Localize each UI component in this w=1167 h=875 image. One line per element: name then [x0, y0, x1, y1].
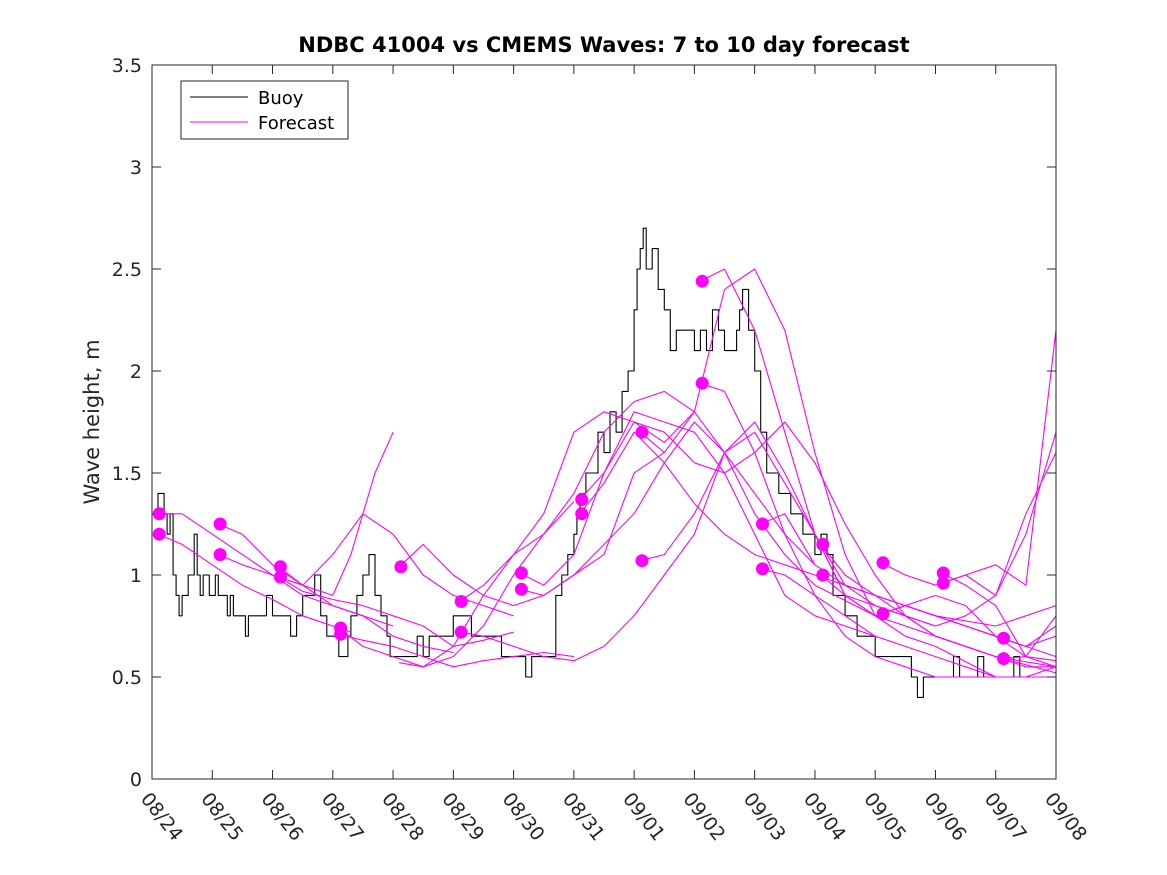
- forecast-marker-19: [756, 517, 769, 531]
- forecast-marker-18: [695, 376, 709, 390]
- series-line-forecast-12: [459, 421, 876, 662]
- series-line-forecast-3: [218, 523, 454, 654]
- forecast-marker-16: [635, 425, 649, 439]
- y-axis-label: Wave height, m: [80, 339, 104, 504]
- forecast-marker-14: [575, 507, 589, 521]
- series-line-forecast-18: [639, 268, 1056, 678]
- series-line-forecast-9: [398, 452, 665, 607]
- forecast-marker-5: [273, 570, 287, 584]
- forecast-marker-22: [816, 568, 830, 582]
- chart-title: NDBC 41004 vs CMEMS Waves: 7 to 10 day f…: [298, 33, 909, 57]
- series-line-forecast-11: [459, 390, 816, 602]
- forecast-marker-13: [575, 493, 589, 506]
- series-line-forecast-24: [820, 574, 1056, 668]
- y-tick-label: 0.5: [112, 667, 142, 689]
- series-line-forecast-28: [941, 452, 1057, 596]
- series-layer: [152, 227, 1057, 698]
- forecast-marker-2: [213, 517, 227, 531]
- series-line-forecast-7: [338, 501, 575, 668]
- y-tick-label: 2: [130, 361, 142, 383]
- series-line-forecast-20: [700, 382, 1056, 678]
- forecast-marker-23: [876, 556, 890, 570]
- plot-frame: [151, 64, 1057, 780]
- legend-buoy-label: Buoy: [258, 88, 304, 109]
- forecast-marker-26: [936, 576, 950, 590]
- series-line-forecast-4: [218, 431, 394, 596]
- forecast-marker-20: [756, 562, 769, 576]
- legend: Buoy Forecast: [180, 80, 349, 140]
- forecast-marker-8: [394, 560, 408, 574]
- y-tick-label: 1: [130, 565, 142, 587]
- series-line-forecast-23: [820, 432, 1057, 627]
- series-line-forecast-1: [157, 533, 352, 633]
- series-line-forecast-13: [519, 411, 876, 637]
- y-tick-label: 3: [130, 157, 142, 179]
- y-tick-label: 3.5: [112, 55, 142, 77]
- y-tick-label: 1.5: [112, 463, 142, 485]
- series-line-buoy: [152, 227, 1021, 698]
- series-line-forecast-22: [760, 568, 1057, 678]
- plot-area: [152, 65, 1056, 779]
- y-tick-label: 2.5: [112, 259, 142, 281]
- forecast-marker-28: [997, 652, 1011, 666]
- forecast-marker-7: [334, 627, 348, 641]
- legend-box: [180, 80, 349, 140]
- series-line-forecast-6: [278, 576, 514, 647]
- series-line-forecast-27: [941, 572, 1057, 658]
- forecast-marker-11: [514, 566, 528, 580]
- series-line-forecast-17: [640, 431, 936, 627]
- y-tick-label: 0: [130, 769, 142, 791]
- forecast-marker-4: [273, 560, 287, 574]
- forecast-marker-10: [454, 625, 468, 639]
- forecast-marker-9: [454, 595, 468, 608]
- series-line-forecast-5: [278, 513, 514, 617]
- series-line-forecast-29: [1001, 625, 1057, 647]
- forecast-marker-1: [152, 527, 166, 541]
- forecast-marker-12: [514, 582, 528, 596]
- forecast-marker-24: [876, 607, 890, 621]
- series-line-forecast-8: [338, 633, 574, 668]
- forecast-marker-25: [936, 566, 950, 580]
- marker-layer: [152, 274, 1011, 666]
- forecast-marker-17: [695, 274, 709, 288]
- forecast-marker-3: [213, 548, 227, 562]
- legend-forecast-label: Forecast: [258, 113, 334, 134]
- forecast-marker-15: [635, 554, 649, 568]
- forecast-marker-0: [152, 507, 166, 521]
- forecast-marker-21: [816, 537, 830, 551]
- forecast-marker-27: [997, 631, 1011, 645]
